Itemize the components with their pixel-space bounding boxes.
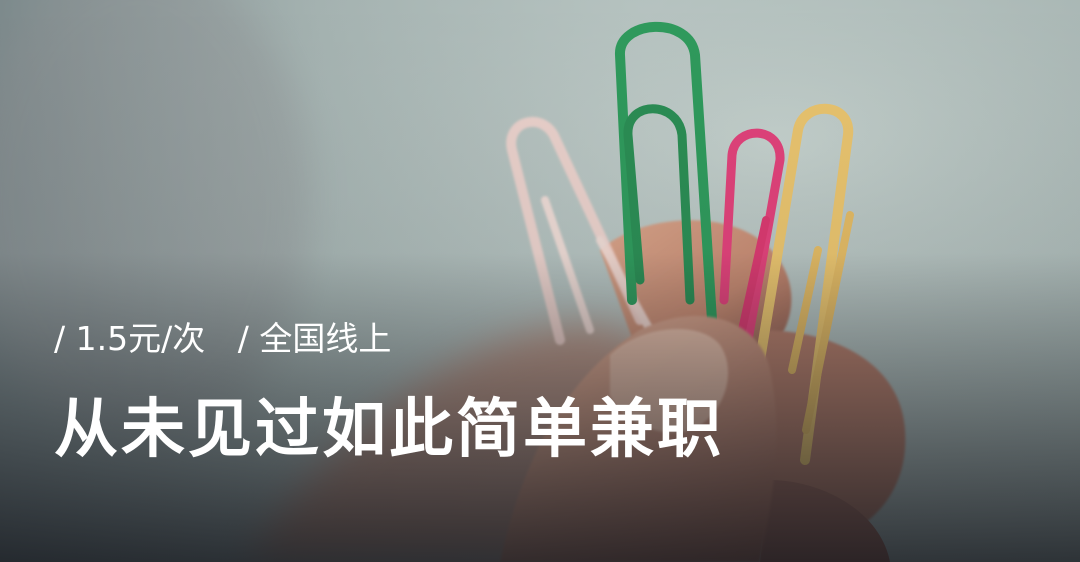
tag-line: / 1.5元/次 / 全国线上 bbox=[54, 312, 413, 360]
price-tag: / 1.5元/次 bbox=[54, 319, 206, 358]
location-tag: / 全国线上 bbox=[237, 319, 392, 358]
headline: 从未见过如此简单兼职 bbox=[54, 393, 724, 467]
